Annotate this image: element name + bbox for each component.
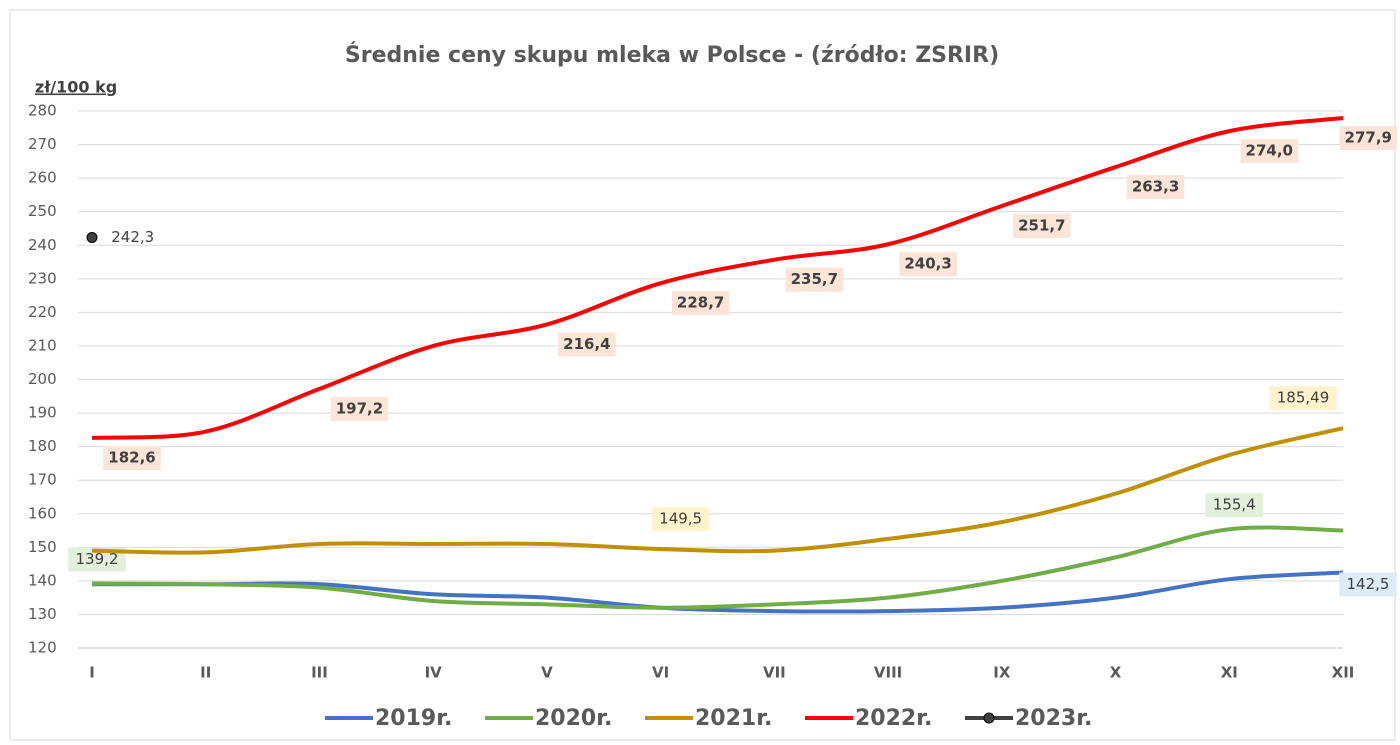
label-box	[1013, 213, 1071, 238]
y-axis-label: zł/100 kg	[35, 78, 117, 97]
legend-label: 2022r.	[855, 706, 932, 731]
label-box	[785, 267, 844, 292]
data-label: 240,3	[904, 255, 951, 273]
y-tick-label: 150	[28, 538, 57, 556]
x-tick-label: V	[541, 664, 553, 682]
data-label: 235,7	[791, 270, 838, 288]
data-label: 274,0	[1246, 142, 1293, 160]
data-label: 251,7	[1018, 216, 1065, 234]
x-tick-label: I	[89, 664, 95, 682]
label-box	[103, 445, 161, 470]
y-tick-label: 120	[28, 639, 57, 657]
y-tick-label: 210	[28, 336, 57, 354]
x-tick-label: XI	[1221, 664, 1238, 682]
data-label: 155,4	[1213, 496, 1256, 514]
label-box	[899, 252, 957, 277]
x-tick-label: II	[200, 664, 211, 682]
x-tick-label: VIII	[874, 664, 902, 682]
label-box	[651, 506, 710, 531]
point-marker	[86, 232, 98, 244]
label-box	[1269, 386, 1337, 411]
data-label: 142,5	[1347, 575, 1390, 593]
data-label: 149,5	[659, 509, 702, 527]
series-line	[91, 525, 1344, 610]
data-label: 263,3	[1132, 178, 1179, 196]
label-box	[1240, 139, 1299, 164]
label-box	[558, 332, 616, 357]
label-box	[1339, 126, 1397, 151]
series-line	[92, 570, 1344, 614]
y-tick-label: 270	[28, 135, 57, 153]
label-box	[671, 291, 730, 316]
legend-marker	[983, 712, 995, 724]
y-tick-label: 240	[28, 236, 57, 254]
label-box	[1339, 572, 1397, 597]
chart-border	[9, 9, 1396, 741]
data-label: 139,2	[76, 550, 119, 568]
y-tick-label: 160	[28, 504, 57, 522]
y-tick-label: 200	[28, 370, 57, 388]
label-box	[1126, 175, 1185, 200]
y-tick-label: 190	[28, 404, 57, 422]
data-label: 197,2	[336, 399, 383, 417]
y-tick-label: 280	[28, 102, 57, 120]
label-box	[330, 396, 389, 421]
y-tick-label: 250	[28, 202, 57, 220]
data-label: 182,6	[108, 448, 155, 466]
legend-label: 2021r.	[695, 706, 772, 731]
x-tick-label: IX	[993, 664, 1011, 682]
y-tick-label: 180	[28, 437, 57, 455]
x-tick-label: IV	[425, 664, 443, 682]
y-tick-label: 130	[28, 605, 57, 623]
y-tick-label: 230	[28, 269, 57, 287]
legend-label: 2020r.	[535, 706, 612, 731]
label-box	[1205, 493, 1264, 518]
chart-title: Średnie ceny skupu mleka w Polsce - (źró…	[345, 42, 999, 68]
legend-label: 2023r.	[1015, 706, 1092, 731]
data-label: 242,3	[111, 228, 154, 246]
y-tick-label: 220	[28, 303, 57, 321]
data-label: 277,9	[1345, 129, 1392, 147]
y-tick-label: 170	[28, 471, 57, 489]
y-tick-label: 140	[28, 571, 57, 589]
series-line	[91, 426, 1344, 555]
data-label: 216,4	[563, 335, 610, 353]
x-tick-label: X	[1110, 664, 1122, 682]
data-label: 185,49	[1277, 389, 1330, 407]
x-tick-label: XII	[1332, 664, 1355, 682]
series-line	[91, 116, 1344, 440]
legend-label: 2019r.	[375, 706, 452, 731]
y-tick-label: 260	[28, 169, 57, 187]
x-tick-label: III	[311, 664, 328, 682]
x-tick-label: VI	[652, 664, 669, 682]
data-label: 228,7	[677, 294, 724, 312]
x-tick-label: VII	[763, 664, 786, 682]
